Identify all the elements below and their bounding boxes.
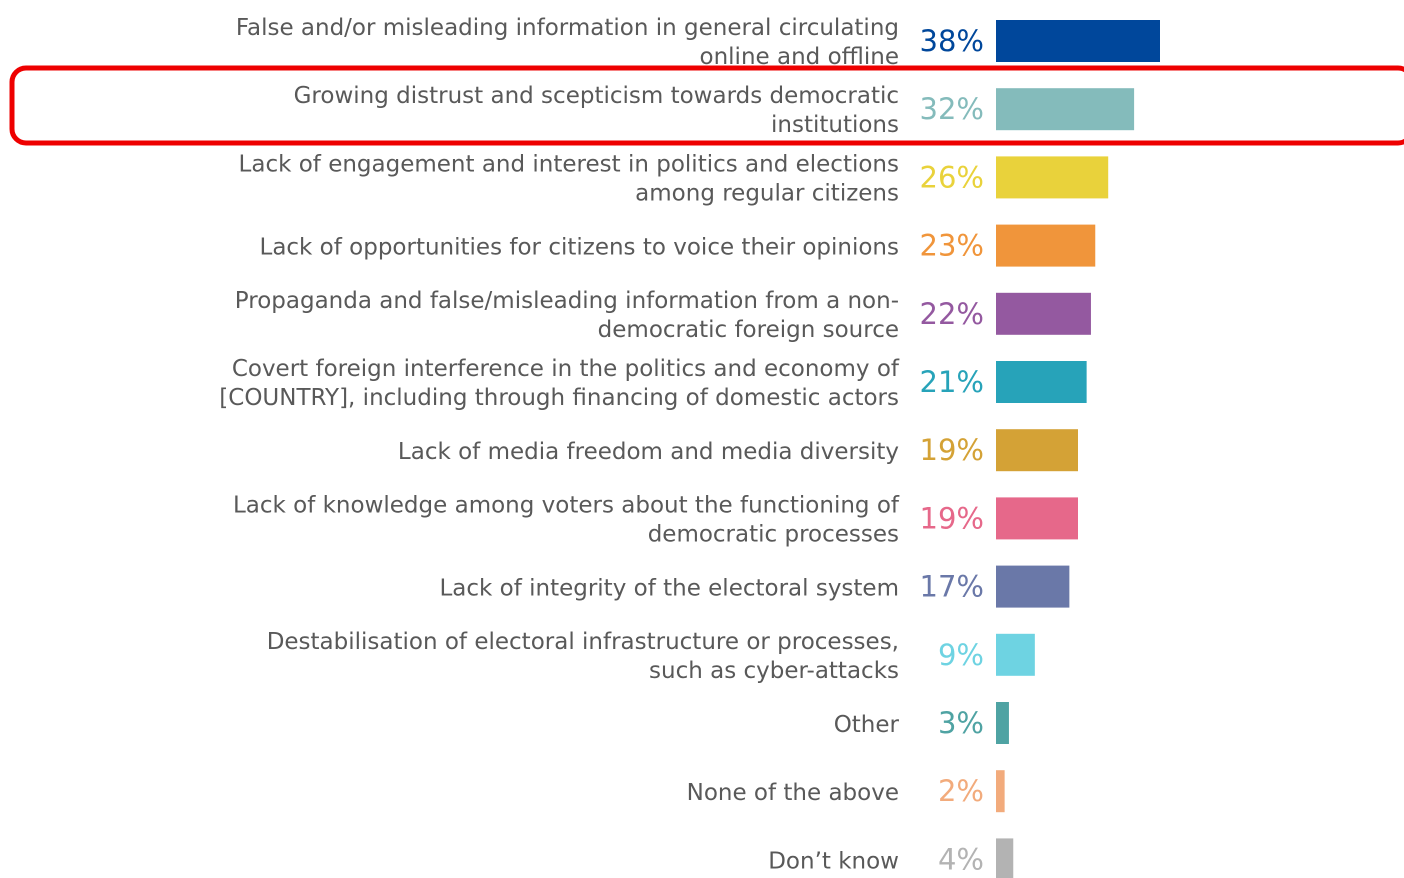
category-label: None of the above — [687, 780, 899, 806]
value-label: 38% — [920, 24, 984, 58]
category-label: Lack of opportunities for citizens to vo… — [260, 235, 900, 261]
bar — [996, 361, 1087, 403]
highlight-box — [9, 65, 1404, 146]
category-label: Lack of knowledge among voters about the… — [233, 492, 900, 547]
category-label-line: institutions — [771, 112, 899, 138]
category-label: Lack of media freedom and media diversit… — [398, 439, 899, 465]
category-label: Destabilisation of electoral infrastruct… — [267, 629, 899, 684]
category-label-line: Lack of engagement and interest in polit… — [239, 151, 899, 177]
category-label: Lack of integrity of the electoral syste… — [439, 576, 899, 602]
category-label: Propaganda and false/misleading informat… — [235, 288, 899, 343]
category-label: Other — [834, 712, 900, 738]
bar — [996, 633, 1035, 676]
value-label: 23% — [920, 229, 984, 263]
category-label-line: Lack of knowledge among voters about the… — [233, 492, 900, 518]
value-label: 26% — [920, 160, 984, 194]
category-label-line: among regular citizens — [635, 180, 899, 206]
category-label-line: democratic processes — [648, 521, 899, 547]
bar — [996, 20, 1160, 62]
bar — [996, 156, 1109, 199]
value-label: 3% — [938, 706, 984, 740]
value-label: 17% — [920, 570, 984, 604]
bar — [996, 88, 1135, 131]
category-label-line: Growing distrust and scepticism towards … — [294, 83, 899, 109]
value-label: 2% — [938, 774, 984, 808]
category-label: Don’t know — [768, 848, 899, 874]
value-label: 19% — [920, 433, 984, 467]
bar — [996, 702, 1009, 744]
bar — [996, 224, 1096, 267]
category-label-line: [COUNTRY], including through financing o… — [219, 385, 899, 411]
category-label-line: democratic foreign source — [598, 317, 899, 343]
value-label: 22% — [920, 297, 984, 331]
bar — [996, 565, 1070, 608]
category-label: False and/or misleading information in g… — [236, 15, 899, 70]
category-label-line: Destabilisation of electoral infrastruct… — [267, 629, 899, 655]
value-label: 9% — [938, 638, 984, 672]
category-label: Growing distrust and scepticism towards … — [294, 83, 899, 138]
bar — [996, 770, 1005, 813]
category-label: Lack of engagement and interest in polit… — [239, 151, 899, 206]
value-label: 19% — [920, 501, 984, 535]
bar — [996, 838, 1014, 878]
value-label: 21% — [920, 365, 984, 399]
bar — [996, 292, 1091, 335]
bar — [996, 429, 1078, 472]
value-label: 4% — [938, 842, 984, 876]
category-label-line: Propaganda and false/misleading informat… — [235, 288, 899, 314]
category-label: Covert foreign interference in the polit… — [219, 356, 900, 411]
value-label: 32% — [920, 92, 984, 126]
category-label-line: False and/or misleading information in g… — [236, 15, 899, 41]
category-label-line: Covert foreign interference in the polit… — [232, 356, 900, 382]
bar — [996, 497, 1078, 540]
category-label-line: such as cyber-attacks — [649, 658, 899, 684]
